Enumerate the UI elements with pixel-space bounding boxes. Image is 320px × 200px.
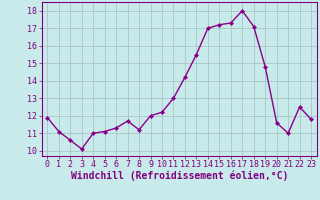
X-axis label: Windchill (Refroidissement éolien,°C): Windchill (Refroidissement éolien,°C): [70, 171, 288, 181]
